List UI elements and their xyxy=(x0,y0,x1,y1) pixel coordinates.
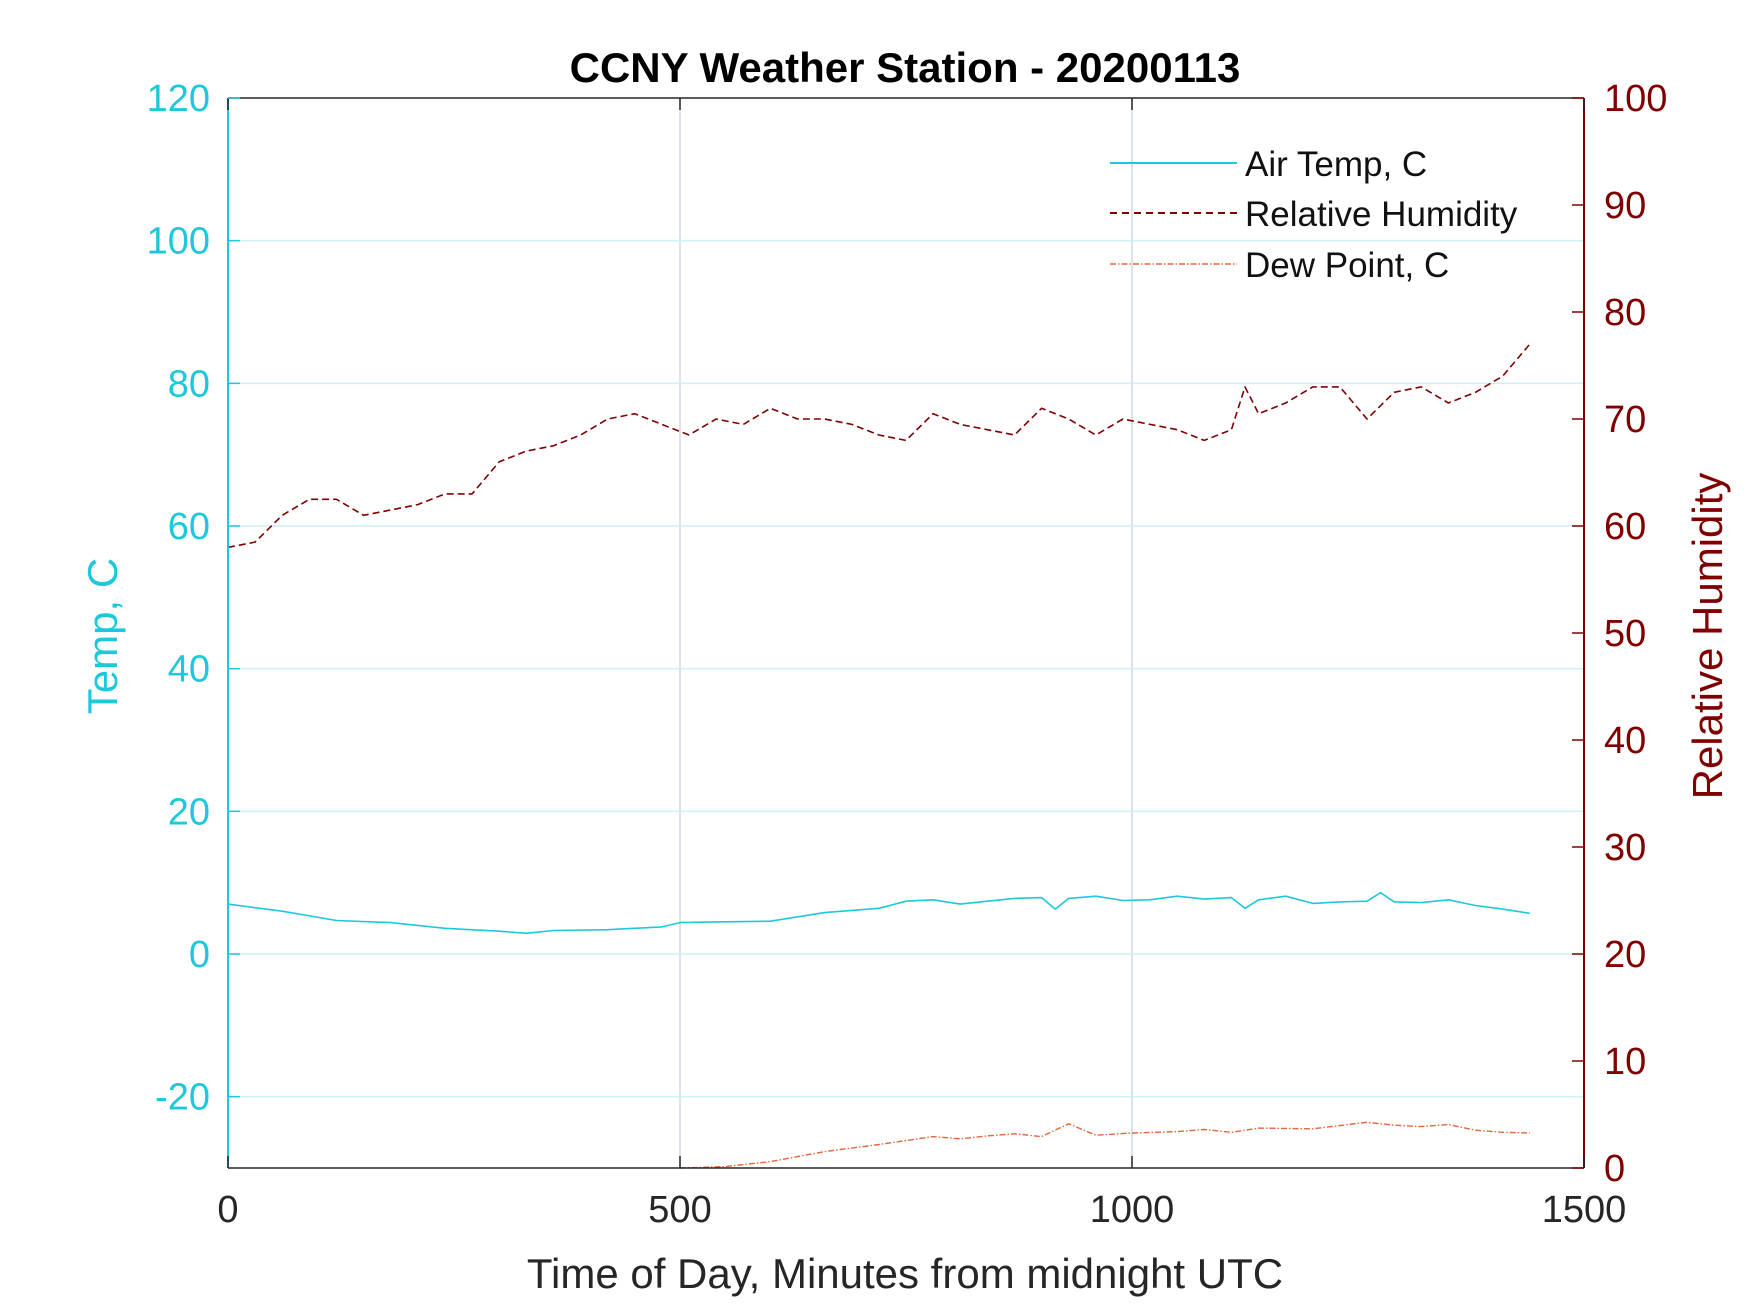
x-tick-label: 0 xyxy=(217,1189,238,1231)
y-tick-label-left: 120 xyxy=(147,78,210,120)
y-tick-label-left: 0 xyxy=(189,934,210,976)
y-tick-label-left: -20 xyxy=(155,1077,210,1119)
y-tick-label-left: 100 xyxy=(147,221,210,263)
y-tick-label-right: 70 xyxy=(1604,399,1646,441)
y-axis-label-right: Relative Humidity xyxy=(1684,473,1731,800)
y-tick-label-right: 0 xyxy=(1604,1148,1625,1190)
series-line-air-temp-c xyxy=(227,891,1530,935)
y-tick-label-right: 40 xyxy=(1604,720,1646,762)
y-tick-label-left: 60 xyxy=(168,506,210,548)
x-tick-label: 1000 xyxy=(1090,1189,1175,1231)
x-tick-label: 1500 xyxy=(1542,1189,1627,1231)
x-tick-label: 500 xyxy=(648,1189,711,1231)
legend: Air Temp, C Relative Humidity Dew Point,… xyxy=(1110,145,1518,285)
series-layer xyxy=(227,343,1531,1169)
series-line-dew-point-c xyxy=(679,1121,1530,1169)
y-tick-label-right: 90 xyxy=(1604,185,1646,227)
legend-label-dew-point: Dew Point, C xyxy=(1245,246,1449,285)
y-tick-label-right: 60 xyxy=(1604,506,1646,548)
y-tick-label-right: 80 xyxy=(1604,292,1646,334)
y-tick-label-right: 30 xyxy=(1604,827,1646,869)
y-tick-label-right: 100 xyxy=(1604,78,1667,120)
y-tick-label-left: 80 xyxy=(168,363,210,405)
y-tick-label-right: 50 xyxy=(1604,613,1646,655)
x-axis-label: Time of Day, Minutes from midnight UTC xyxy=(527,1250,1283,1297)
y-tick-label-right: 20 xyxy=(1604,934,1646,976)
y-tick-label-right: 10 xyxy=(1604,1041,1646,1083)
y-axis-label-left: Temp, C xyxy=(79,558,126,714)
chart-title: CCNY Weather Station - 20200113 xyxy=(570,44,1241,91)
y-tick-label-left: 40 xyxy=(168,649,210,691)
y-tick-label-left: 20 xyxy=(168,791,210,833)
ticks-layer: 0 500 1000 1500 -20 0 20 40 60 80 100 120 0 10 20 30 40 5… xyxy=(147,78,1668,1231)
legend-label-relative-humidity: Relative Humidity xyxy=(1245,195,1518,234)
series-line-relative-humidity xyxy=(227,343,1531,549)
grid-layer xyxy=(228,98,1584,1168)
legend-label-air-temp: Air Temp, C xyxy=(1245,145,1427,184)
